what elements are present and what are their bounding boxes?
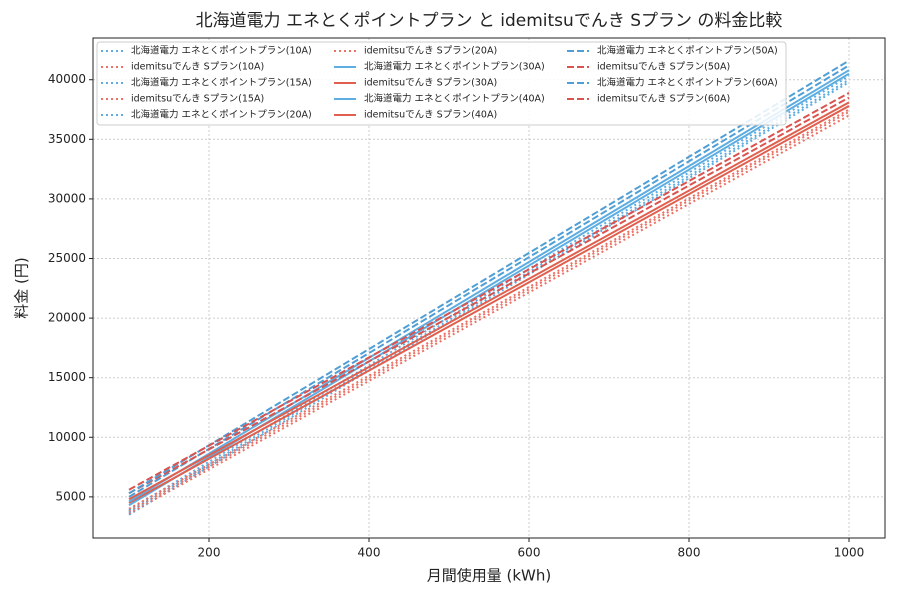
legend-label: idemitsuでんき Sプラン(40A) (364, 110, 497, 121)
legend-label: idemitsuでんき Sプラン(30A) (364, 78, 497, 89)
series-line (128, 105, 850, 504)
plot-frame (92, 37, 886, 539)
y-axis-label: 料金 (円) (13, 257, 31, 318)
legend-label: idemitsuでんき Sプラン(15A) (131, 94, 264, 105)
legend-label: idemitsuでんき Sプラン(10A) (131, 62, 264, 73)
y-tick-label: 35000 (48, 132, 86, 146)
legend-label: idemitsuでんき Sプラン(20A) (364, 46, 497, 57)
series-line (128, 69, 850, 503)
legend-label: 北海道電力 エネとくポイントプラン(20A) (131, 109, 312, 121)
legend-label: 北海道電力 エネとくポイントプラン(15A) (131, 77, 312, 89)
series-line (128, 81, 850, 516)
legend-label: 北海道電力 エネとくポイントプラン(30A) (364, 61, 545, 73)
series-line (128, 64, 850, 498)
legend-label: 北海道電力 エネとくポイントプラン(60A) (597, 77, 778, 89)
series-line (128, 108, 850, 510)
legend-label: idemitsuでんき Sプラン(50A) (597, 62, 730, 73)
series-line (128, 111, 850, 513)
series-line (128, 59, 850, 495)
y-tick-label: 40000 (48, 72, 86, 86)
x-tick-label: 600 (518, 546, 541, 560)
x-axis-label: 月間使用量 (kWh) (427, 567, 552, 585)
legend-label: 北海道電力 エネとくポイントプラン(50A) (597, 45, 778, 57)
x-tick-label: 400 (358, 546, 381, 560)
y-tick-label: 10000 (48, 430, 86, 444)
series-line (128, 101, 850, 501)
x-tick-label: 1000 (834, 546, 865, 560)
chart-title: 北海道電力 エネとくポイントプラン と idemitsuでんき Sプラン の料金… (196, 11, 783, 31)
y-tick-label: 15000 (48, 370, 86, 384)
y-tick-label: 20000 (48, 311, 86, 325)
series-line (128, 114, 850, 515)
y-tick-label: 30000 (48, 191, 86, 205)
legend-label: 北海道電力 エネとくポイントプラン(10A) (131, 45, 312, 57)
x-tick-label: 800 (678, 546, 701, 560)
series-line (128, 75, 850, 511)
legend-label: idemitsuでんき Sプラン(60A) (597, 94, 730, 105)
y-tick-label: 5000 (55, 489, 86, 503)
y-tick-label: 25000 (48, 251, 86, 265)
legend-label: 北海道電力 エネとくポイントプラン(40A) (364, 93, 545, 105)
series-line (128, 91, 850, 491)
legend-box (96, 41, 787, 126)
x-tick-label: 200 (198, 546, 221, 560)
series-line (128, 96, 850, 495)
